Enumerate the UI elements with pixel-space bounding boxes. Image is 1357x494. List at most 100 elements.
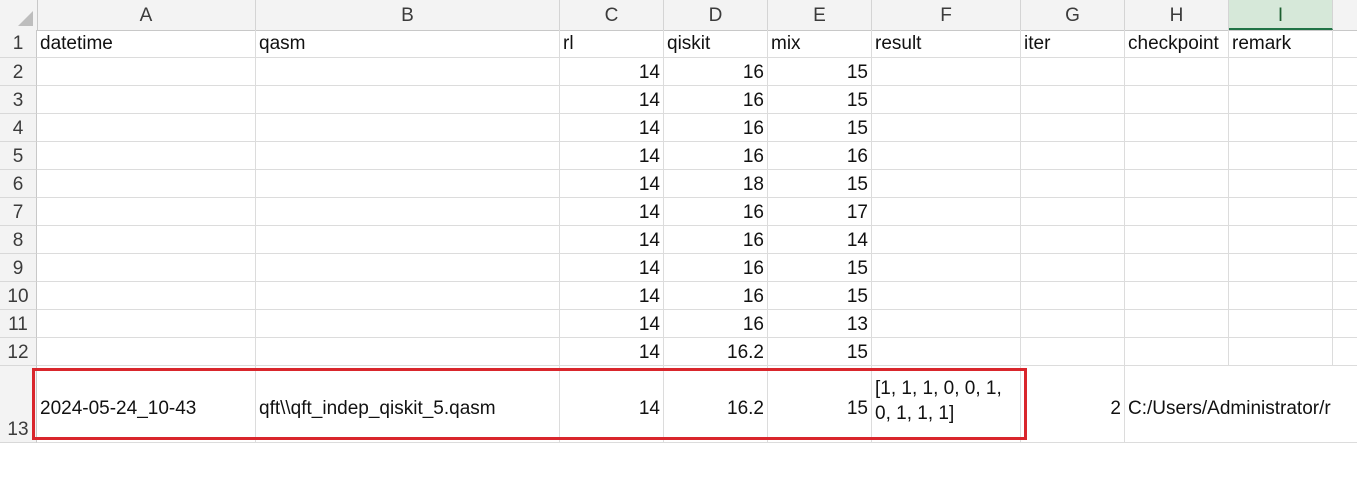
cell-d2[interactable]: 16 (664, 58, 768, 86)
row-header-8[interactable]: 8 (0, 226, 37, 254)
row-header-3[interactable]: 3 (0, 86, 37, 114)
cell-b2[interactable] (256, 58, 560, 86)
cell-c8[interactable]: 14 (560, 226, 664, 254)
cell-e1[interactable]: mix (768, 30, 872, 58)
cell-h1[interactable]: checkpoint (1125, 30, 1229, 58)
cell-i1[interactable]: remark (1229, 30, 1333, 58)
cell-c4[interactable]: 14 (560, 114, 664, 142)
cell-f13-result[interactable]: [1, 1, 1, 0, 0, 1, 0, 1, 1, 1] (872, 366, 1021, 443)
cell-c2[interactable]: 14 (560, 58, 664, 86)
cell-i3[interactable] (1229, 86, 1333, 114)
cell-h8[interactable] (1125, 226, 1229, 254)
cell-i8[interactable] (1229, 226, 1333, 254)
cell-e13-mix[interactable]: 15 (768, 366, 872, 443)
cell-d13-qiskit[interactable]: 16.2 (664, 366, 768, 443)
cell-a4[interactable] (37, 114, 256, 142)
cell-g13-iter[interactable]: 2 (1021, 366, 1125, 443)
cell-a5[interactable] (37, 142, 256, 170)
cell-h3[interactable] (1125, 86, 1229, 114)
column-header-e[interactable]: E (768, 0, 872, 30)
cell-a13-datetime[interactable]: 2024-05-24_10-43 (37, 366, 256, 443)
cell-j7[interactable] (1333, 198, 1357, 226)
cell-a1[interactable]: datetime (37, 30, 256, 58)
cell-a10[interactable] (37, 282, 256, 310)
cell-f9[interactable] (872, 254, 1021, 282)
cell-j2[interactable] (1333, 58, 1357, 86)
cell-d5[interactable]: 16 (664, 142, 768, 170)
row-header-10[interactable]: 10 (0, 282, 37, 310)
row-header-4[interactable]: 4 (0, 114, 37, 142)
cell-d11[interactable]: 16 (664, 310, 768, 338)
cell-c9[interactable]: 14 (560, 254, 664, 282)
cell-g9[interactable] (1021, 254, 1125, 282)
column-header-i[interactable]: I (1229, 0, 1333, 30)
cell-h9[interactable] (1125, 254, 1229, 282)
column-header-h[interactable]: H (1125, 0, 1229, 30)
column-header-b[interactable]: B (256, 0, 560, 30)
cell-e9[interactable]: 15 (768, 254, 872, 282)
column-header-c[interactable]: C (560, 0, 664, 30)
cell-i11[interactable] (1229, 310, 1333, 338)
cell-a8[interactable] (37, 226, 256, 254)
cell-f1[interactable]: result (872, 30, 1021, 58)
cell-h2[interactable] (1125, 58, 1229, 86)
cell-g8[interactable] (1021, 226, 1125, 254)
row-header-13[interactable]: 13 (0, 366, 37, 443)
cell-i10[interactable] (1229, 282, 1333, 310)
cell-g11[interactable] (1021, 310, 1125, 338)
cell-j11[interactable] (1333, 310, 1357, 338)
cell-g4[interactable] (1021, 114, 1125, 142)
cell-d9[interactable]: 16 (664, 254, 768, 282)
cell-e6[interactable]: 15 (768, 170, 872, 198)
cell-c11[interactable]: 14 (560, 310, 664, 338)
cell-h5[interactable] (1125, 142, 1229, 170)
cell-b6[interactable] (256, 170, 560, 198)
cell-g3[interactable] (1021, 86, 1125, 114)
cell-h7[interactable] (1125, 198, 1229, 226)
cell-j6[interactable] (1333, 170, 1357, 198)
cell-c1[interactable]: rl (560, 30, 664, 58)
row-header-6[interactable]: 6 (0, 170, 37, 198)
cell-b9[interactable] (256, 254, 560, 282)
cell-h6[interactable] (1125, 170, 1229, 198)
cell-h4[interactable] (1125, 114, 1229, 142)
cell-i5[interactable] (1229, 142, 1333, 170)
cell-d7[interactable]: 16 (664, 198, 768, 226)
cell-c6[interactable]: 14 (560, 170, 664, 198)
cell-e2[interactable]: 15 (768, 58, 872, 86)
cell-e8[interactable]: 14 (768, 226, 872, 254)
cell-h11[interactable] (1125, 310, 1229, 338)
cell-j8[interactable] (1333, 226, 1357, 254)
column-header-f[interactable]: F (872, 0, 1021, 30)
cell-a7[interactable] (37, 198, 256, 226)
cell-b7[interactable] (256, 198, 560, 226)
cell-i9[interactable] (1229, 254, 1333, 282)
cell-e4[interactable]: 15 (768, 114, 872, 142)
cell-d10[interactable]: 16 (664, 282, 768, 310)
cell-b4[interactable] (256, 114, 560, 142)
cell-e7[interactable]: 17 (768, 198, 872, 226)
cell-c3[interactable]: 14 (560, 86, 664, 114)
cell-e11[interactable]: 13 (768, 310, 872, 338)
row-header-7[interactable]: 7 (0, 198, 37, 226)
cell-g2[interactable] (1021, 58, 1125, 86)
cell-j10[interactable] (1333, 282, 1357, 310)
row-header-12[interactable]: 12 (0, 338, 37, 366)
select-all-corner[interactable] (0, 0, 38, 30)
cell-e5[interactable]: 16 (768, 142, 872, 170)
cell-c7[interactable]: 14 (560, 198, 664, 226)
cell-i2[interactable] (1229, 58, 1333, 86)
cell-d4[interactable]: 16 (664, 114, 768, 142)
cell-a11[interactable] (37, 310, 256, 338)
cell-b3[interactable] (256, 86, 560, 114)
cell-c10[interactable]: 14 (560, 282, 664, 310)
row-header-5[interactable]: 5 (0, 142, 37, 170)
cell-c12[interactable]: 14 (560, 338, 664, 366)
cell-e3[interactable]: 15 (768, 86, 872, 114)
cell-f12[interactable] (872, 338, 1021, 366)
cell-i7[interactable] (1229, 198, 1333, 226)
cell-e10[interactable]: 15 (768, 282, 872, 310)
cell-d8[interactable]: 16 (664, 226, 768, 254)
cell-f8[interactable] (872, 226, 1021, 254)
cell-g7[interactable] (1021, 198, 1125, 226)
